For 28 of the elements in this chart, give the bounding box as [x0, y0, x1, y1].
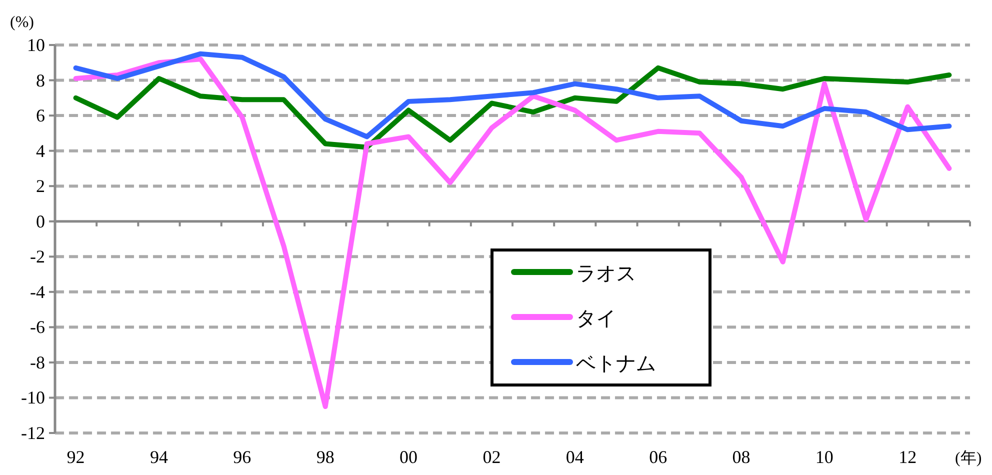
y-tick-label: 8	[36, 70, 45, 90]
y-tick-label: -6	[30, 317, 45, 338]
y-tick-label: 10	[27, 35, 45, 55]
y-tick-label: -12	[21, 423, 45, 443]
x-tick-label: 06	[649, 447, 668, 467]
x-tick-label: 92	[66, 447, 85, 467]
y-tick-label: -4	[30, 282, 45, 302]
x-tick-label: 96	[233, 447, 252, 467]
y-tick-label: -10	[21, 388, 45, 408]
y-tick-label: 0	[36, 211, 45, 232]
x-tick-label: 02	[482, 447, 501, 467]
y-tick-label: 6	[36, 106, 45, 126]
y-axis-title: (%)	[10, 14, 34, 31]
x-tick-label: 08	[732, 447, 750, 467]
legend-label: ベトナム	[576, 351, 656, 375]
x-tick-label: 12	[898, 447, 917, 467]
legend-label: ラオス	[576, 261, 636, 285]
x-tick-label: 94	[150, 447, 168, 467]
y-tick-label: 4	[36, 140, 45, 161]
y-tick-label: -2	[30, 246, 45, 267]
x-tick-label: 00	[400, 447, 418, 467]
x-tick-label: 04	[566, 447, 584, 467]
y-tick-label: -8	[30, 352, 45, 372]
legend-label: タイ	[576, 306, 616, 330]
x-tick-label: 10	[815, 447, 834, 467]
y-tick-label: 2	[36, 176, 45, 196]
x-tick-label: 98	[316, 447, 334, 467]
x-axis-title: (年)	[955, 450, 982, 467]
